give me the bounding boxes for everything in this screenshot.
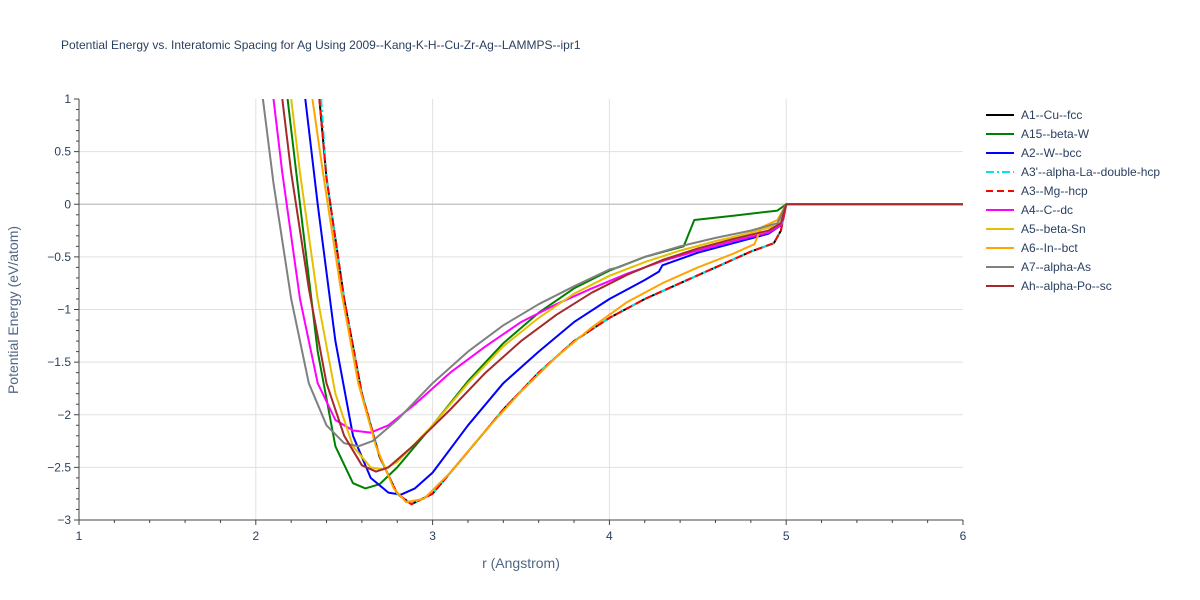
y-tick-label: 0.5 (54, 145, 71, 159)
y-tick-label: −1 (57, 303, 71, 317)
x-tick-label: 5 (783, 529, 790, 543)
series-line (311, 99, 963, 504)
chart-title: Potential Energy vs. Interatomic Spacing… (61, 38, 581, 52)
legend-item[interactable]: A7--alpha-As (986, 260, 1091, 274)
legend-item[interactable]: A2--W--bcc (986, 146, 1081, 160)
x-tick-label: 3 (429, 529, 436, 543)
y-tick-label: −0.5 (47, 250, 71, 264)
legend-item[interactable]: A5--beta-Sn (986, 222, 1086, 236)
legend-label: A2--W--bcc (1021, 146, 1081, 160)
y-axis-title: Potential Energy (eV/atom) (5, 226, 21, 394)
legend-label: A4--C--dc (1021, 203, 1073, 217)
legend-label: A15--beta-W (1021, 127, 1090, 141)
legend-label: A3--Mg--hcp (1021, 184, 1088, 198)
legend-label: A3'--alpha-La--double-hcp (1021, 165, 1160, 179)
legend-item[interactable]: A6--In--bct (986, 241, 1078, 255)
series-line (286, 99, 963, 490)
legend-item[interactable]: Ah--alpha-Po--sc (986, 279, 1112, 293)
series-line (272, 99, 963, 434)
legend-label: A7--alpha-As (1021, 260, 1091, 274)
series-line (320, 99, 963, 506)
legend-label: A6--In--bct (1021, 241, 1078, 255)
x-tick-label: 6 (960, 529, 967, 543)
legend: A1--Cu--fcc A15--beta-W A2--W--bcc A3'--alp… (986, 108, 1160, 293)
grid-layer (79, 99, 963, 520)
legend-item[interactable]: A15--beta-W (986, 127, 1090, 141)
series-line (290, 99, 963, 471)
legend-label: A5--beta-Sn (1021, 222, 1086, 236)
series-line (281, 99, 963, 473)
legend-item[interactable]: A4--C--dc (986, 203, 1073, 217)
legend-label: A1--Cu--fcc (1021, 108, 1082, 122)
y-tick-label: −2 (57, 408, 71, 422)
axis-layer: 1 2 3 4 5 6 1 0.5 0 −0.5 −1 −1.5 −2 −2.5 −3 (47, 92, 966, 543)
legend-item[interactable]: A1--Cu--fcc (986, 108, 1082, 122)
y-tick-label: −2.5 (47, 460, 71, 474)
y-tick-label: 0 (64, 197, 71, 211)
x-axis-title: r (Angstrom) (482, 555, 560, 571)
legend-item[interactable]: A3--Mg--hcp (986, 184, 1088, 198)
legend-item[interactable]: A3'--alpha-La--double-hcp (986, 165, 1160, 179)
series-line (304, 99, 963, 496)
y-tick-label: −1.5 (47, 355, 71, 369)
x-tick-label: 4 (606, 529, 613, 543)
x-tick-label: 1 (76, 529, 83, 543)
x-tick-label: 2 (252, 529, 259, 543)
series-layer (261, 99, 963, 506)
y-tick-label: −3 (57, 513, 71, 527)
legend-label: Ah--alpha-Po--sc (1021, 279, 1112, 293)
series-line (261, 99, 963, 448)
y-tick-label: 1 (64, 92, 71, 106)
